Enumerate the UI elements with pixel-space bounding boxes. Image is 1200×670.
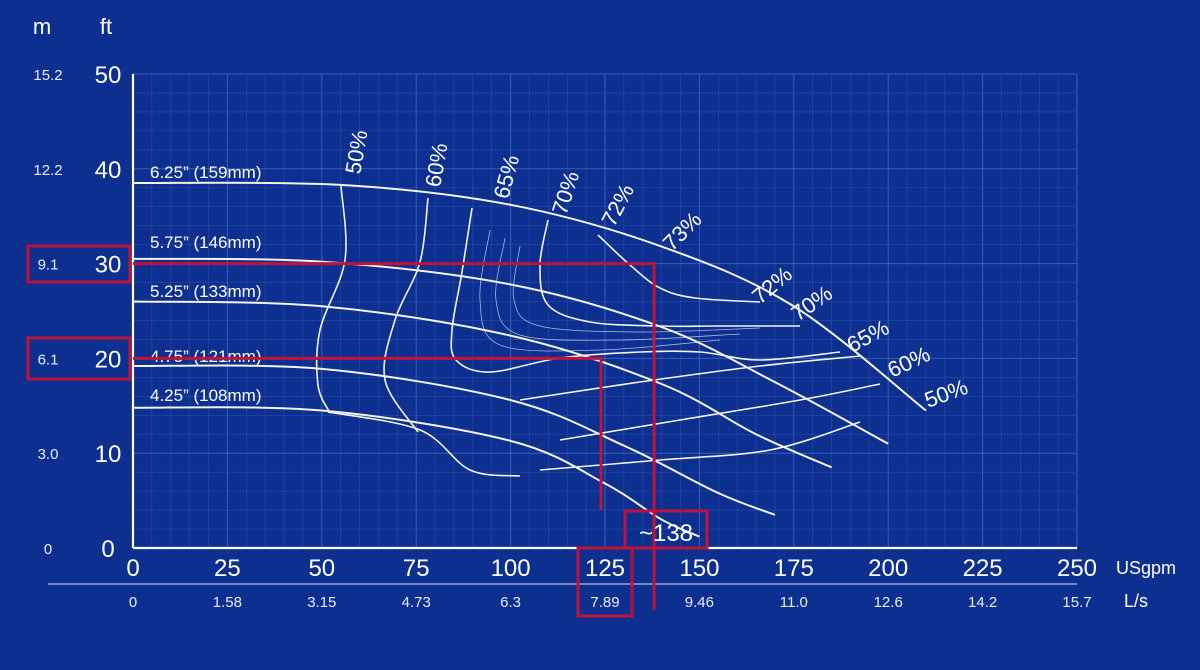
impeller-label-0: 6.25” (159mm)	[150, 163, 261, 182]
x-tick-50: 50	[308, 555, 335, 582]
efficiency-label-left-1: 60%	[420, 141, 452, 189]
impeller-label-1: 5.75” (146mm)	[150, 233, 261, 252]
x2-tick-7: 11.0	[780, 594, 808, 611]
x-tick-175: 175	[774, 555, 814, 582]
impeller-label-4: 4.25” (108mm)	[150, 386, 261, 405]
y-tick-50: 50	[95, 62, 122, 89]
x-secondary-unit: L/s	[1124, 591, 1148, 611]
x2-tick-5: 7.89	[590, 594, 619, 611]
y-tick-10: 10	[95, 441, 122, 468]
x-unit: USgpm	[1116, 558, 1176, 578]
guide-line-20ft	[133, 356, 603, 510]
x2-tick-8: 12.6	[874, 594, 903, 611]
x-tick-150: 150	[679, 555, 719, 582]
impeller-curve-2	[132, 300, 832, 469]
impeller-curves: 6.25” (159mm) 5.75” (146mm) 5.25” (133mm) 4…	[132, 163, 927, 538]
guide-line-30ft	[133, 262, 656, 610]
highlight-box-30ft	[26, 244, 132, 284]
efficiency-curve-1	[383, 197, 429, 433]
impeller-curve-0	[132, 181, 927, 412]
efficiency-curve-2	[450, 207, 841, 373]
efficiency-curve-4	[597, 234, 761, 303]
y-tick-20: 20	[95, 346, 122, 373]
annotation-138: ~138	[639, 520, 693, 547]
x-tick-0: 0	[126, 555, 139, 582]
efficiency-crossline-3	[519, 355, 861, 401]
efficiency-crossline-0	[327, 411, 521, 477]
efficiency-curves	[315, 185, 881, 477]
x-tick-75: 75	[403, 555, 430, 582]
x-tick-225: 225	[963, 555, 1003, 582]
y2-tick-2: 6.1	[38, 351, 59, 368]
x2-tick-1: 1.58	[213, 594, 242, 611]
x-tick-100: 100	[491, 555, 531, 582]
x2-tick-3: 4.73	[402, 594, 431, 611]
x2-tick-4: 6.3	[500, 594, 521, 611]
efficiency-label-left-4: 72%	[596, 180, 639, 231]
efficiency-crossline-1	[539, 421, 861, 471]
efficiency-label-left-3: 70%	[547, 168, 584, 218]
x-tick-250: 250	[1057, 555, 1097, 582]
operating-point-guides: ~138	[26, 244, 709, 618]
efficiency-contour-2	[512, 245, 761, 333]
axes: m ft USgpm L/s	[33, 14, 1176, 611]
highlight-box-125	[576, 546, 634, 618]
efficiency-curve-0	[315, 185, 347, 414]
x2-tick-10: 15.7	[1062, 594, 1091, 611]
y-unit: ft	[100, 14, 112, 39]
x-tick-25: 25	[214, 555, 241, 582]
y-tick-30: 30	[95, 252, 122, 279]
y2-tick-4: 12.2	[33, 162, 62, 179]
y-tick-40: 40	[95, 157, 122, 184]
x2-tick-9: 14.2	[968, 594, 997, 611]
y2-tick-0: 0	[44, 541, 52, 558]
x-tick-125: 125	[585, 555, 625, 582]
efficiency-contour-0	[479, 229, 721, 352]
y2-tick-3: 9.1	[38, 257, 59, 274]
impeller-label-3: 4.75” (121mm)	[150, 347, 261, 366]
y2-tick-1: 3.0	[38, 446, 59, 463]
grid	[132, 73, 1078, 549]
y2-tick-5: 15.2	[33, 67, 62, 84]
efficiency-crossline-2	[559, 383, 881, 441]
efficiency-label-right-3: 60%	[884, 341, 934, 382]
y-tick-0: 0	[101, 536, 114, 563]
highlight-box-20ft	[26, 336, 132, 381]
x-tick-200: 200	[868, 555, 908, 582]
highlight-box-138	[623, 509, 709, 550]
impeller-curve-4	[132, 406, 700, 538]
x2-tick-0: 0	[129, 594, 137, 611]
y-secondary-unit: m	[33, 14, 51, 39]
impeller-curve-1	[132, 257, 889, 445]
impeller-label-2: 5.25” (133mm)	[150, 282, 261, 301]
efficiency-label-left-2: 65%	[489, 152, 525, 201]
x2-tick-6: 9.46	[685, 594, 714, 611]
efficiency-contour-1	[495, 237, 741, 341]
impeller-curve-3	[132, 364, 776, 516]
x2-tick-2: 3.15	[307, 594, 336, 611]
